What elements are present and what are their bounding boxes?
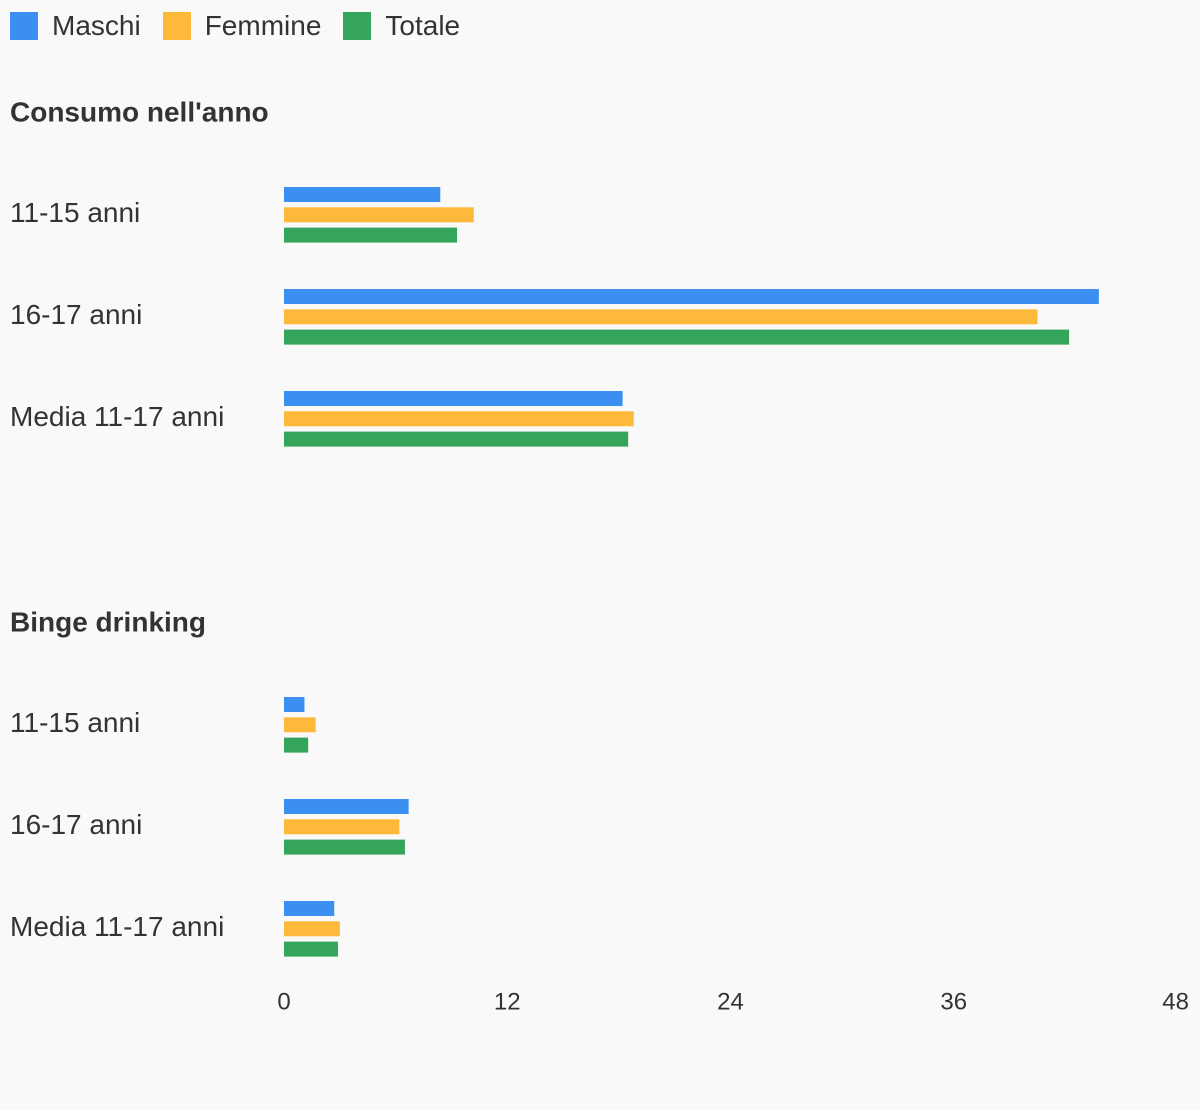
bar-femmine[interactable] <box>284 411 634 427</box>
x-tick-label: 36 <box>940 988 967 1015</box>
x-tick-label: 24 <box>717 988 744 1015</box>
bar-femmine[interactable] <box>284 207 474 223</box>
bar-femmine[interactable] <box>284 309 1038 325</box>
bar-femmine[interactable] <box>284 717 316 733</box>
category-label: 16-17 anni <box>10 809 142 840</box>
category-label: Media 11-17 anni <box>10 911 224 942</box>
legend-item-maschi[interactable]: Maschi <box>10 8 141 44</box>
bar-maschi[interactable] <box>284 901 335 916</box>
bar-maschi[interactable] <box>284 187 441 202</box>
bar-femmine[interactable] <box>284 819 400 835</box>
legend-item-femmine[interactable]: Femmine <box>162 8 322 44</box>
bar-maschi[interactable] <box>284 391 623 406</box>
legend-label-maschi: Maschi <box>52 10 141 41</box>
bar-totale[interactable] <box>284 431 629 447</box>
bar-maschi[interactable] <box>284 697 305 712</box>
legend-label-femmine: Femmine <box>204 10 322 41</box>
legend-swatch-totale <box>343 12 372 40</box>
bar-femmine[interactable] <box>284 921 340 937</box>
chart-legend: Maschi Femmine Totale <box>10 8 482 44</box>
category-label: 16-17 anni <box>10 299 142 330</box>
bar-totale[interactable] <box>284 227 458 243</box>
bar-maschi[interactable] <box>284 289 1099 304</box>
x-tick-label: 48 <box>1162 988 1189 1015</box>
category-label: Media 11-17 anni <box>10 401 224 432</box>
bar-totale[interactable] <box>284 737 309 753</box>
bar-totale[interactable] <box>284 329 1070 345</box>
x-tick-label: 12 <box>494 988 521 1015</box>
bar-totale[interactable] <box>284 941 338 957</box>
legend-swatch-femmine <box>162 12 191 40</box>
section-title: Binge drinking <box>10 606 206 637</box>
category-label: 11-15 anni <box>10 707 140 738</box>
bar-maschi[interactable] <box>284 799 409 814</box>
x-tick-label: 0 <box>277 988 290 1015</box>
bar-totale[interactable] <box>284 839 405 855</box>
legend-swatch-maschi <box>10 12 38 40</box>
section-title: Consumo nell'anno <box>10 96 269 127</box>
legend-label-totale: Totale <box>385 10 461 41</box>
category-label: 11-15 anni <box>10 197 140 228</box>
legend-item-totale[interactable]: Totale <box>343 8 460 44</box>
